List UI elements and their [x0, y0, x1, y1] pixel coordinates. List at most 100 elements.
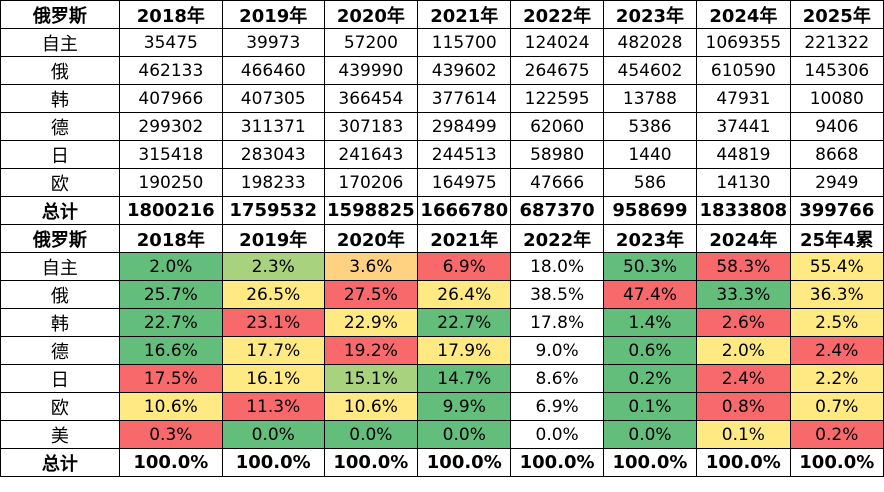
value-cell[interactable]: 22.7%	[118, 308, 223, 337]
value-cell[interactable]: 2.0%	[118, 252, 223, 281]
value-cell[interactable]: 221322	[789, 28, 884, 57]
value-cell[interactable]: 15.1%	[323, 364, 419, 393]
header-year-cell[interactable]: 2018年	[118, 224, 223, 253]
value-cell[interactable]: 407305	[221, 84, 325, 113]
value-cell[interactable]: 466460	[221, 56, 325, 85]
value-cell[interactable]: 26.5%	[221, 280, 325, 309]
total-value-cell[interactable]: 100.0%	[118, 448, 223, 477]
value-cell[interactable]: 38.5%	[510, 280, 604, 309]
value-cell[interactable]: 190250	[118, 168, 223, 197]
total-value-cell[interactable]: 1598825	[323, 196, 419, 225]
value-cell[interactable]: 241643	[323, 140, 419, 169]
value-cell[interactable]: 50.3%	[602, 252, 698, 281]
value-cell[interactable]: 586	[602, 168, 698, 197]
value-cell[interactable]: 22.9%	[323, 308, 419, 337]
value-cell[interactable]: 2.0%	[696, 336, 791, 365]
total-label-cell[interactable]: 总计	[0, 448, 120, 477]
row-label-cell[interactable]: 欧	[0, 168, 120, 197]
row-label-cell[interactable]: 日	[0, 364, 120, 393]
header-year-cell[interactable]: 2018年	[118, 0, 223, 29]
row-label-cell[interactable]: 韩	[0, 308, 120, 337]
value-cell[interactable]: 2.5%	[789, 308, 884, 337]
row-label-cell[interactable]: 德	[0, 336, 120, 365]
value-cell[interactable]: 0.2%	[602, 364, 698, 393]
row-label-cell[interactable]: 美	[0, 420, 120, 449]
value-cell[interactable]: 377614	[417, 84, 512, 113]
value-cell[interactable]: 8.6%	[510, 364, 604, 393]
value-cell[interactable]: 2949	[789, 168, 884, 197]
value-cell[interactable]: 58980	[510, 140, 604, 169]
value-cell[interactable]: 462133	[118, 56, 223, 85]
value-cell[interactable]: 164975	[417, 168, 512, 197]
header-corner-cell[interactable]: 俄罗斯	[0, 224, 120, 253]
value-cell[interactable]: 439602	[417, 56, 512, 85]
row-label-cell[interactable]: 自主	[0, 28, 120, 57]
value-cell[interactable]: 0.2%	[789, 420, 884, 449]
header-year-cell[interactable]: 2024年	[696, 224, 791, 253]
value-cell[interactable]: 0.0%	[323, 420, 419, 449]
value-cell[interactable]: 55.4%	[789, 252, 884, 281]
total-value-cell[interactable]: 399766	[789, 196, 884, 225]
value-cell[interactable]: 0.6%	[602, 336, 698, 365]
total-value-cell[interactable]: 100.0%	[417, 448, 512, 477]
value-cell[interactable]: 2.4%	[696, 364, 791, 393]
header-year-cell[interactable]: 2021年	[417, 0, 512, 29]
row-label-cell[interactable]: 自主	[0, 252, 120, 281]
value-cell[interactable]: 14130	[696, 168, 791, 197]
value-cell[interactable]: 17.9%	[417, 336, 512, 365]
value-cell[interactable]: 298499	[417, 112, 512, 141]
value-cell[interactable]: 0.7%	[789, 392, 884, 421]
value-cell[interactable]: 0.1%	[696, 420, 791, 449]
row-label-cell[interactable]: 俄	[0, 56, 120, 85]
header-corner-cell[interactable]: 俄罗斯	[0, 0, 120, 29]
value-cell[interactable]: 6.9%	[510, 392, 604, 421]
row-label-cell[interactable]: 日	[0, 140, 120, 169]
value-cell[interactable]: 17.5%	[118, 364, 223, 393]
value-cell[interactable]: 57200	[323, 28, 419, 57]
value-cell[interactable]: 17.7%	[221, 336, 325, 365]
value-cell[interactable]: 17.8%	[510, 308, 604, 337]
total-value-cell[interactable]: 100.0%	[602, 448, 698, 477]
total-value-cell[interactable]: 100.0%	[510, 448, 604, 477]
header-year-cell[interactable]: 2025年	[789, 0, 884, 29]
value-cell[interactable]: 283043	[221, 140, 325, 169]
value-cell[interactable]: 264675	[510, 56, 604, 85]
value-cell[interactable]: 58.3%	[696, 252, 791, 281]
value-cell[interactable]: 0.3%	[118, 420, 223, 449]
value-cell[interactable]: 10080	[789, 84, 884, 113]
value-cell[interactable]: 145306	[789, 56, 884, 85]
header-year-cell[interactable]: 2023年	[602, 224, 698, 253]
total-label-cell[interactable]: 总计	[0, 196, 120, 225]
value-cell[interactable]: 198233	[221, 168, 325, 197]
value-cell[interactable]: 2.6%	[696, 308, 791, 337]
value-cell[interactable]: 25.7%	[118, 280, 223, 309]
value-cell[interactable]: 23.1%	[221, 308, 325, 337]
value-cell[interactable]: 16.1%	[221, 364, 325, 393]
value-cell[interactable]: 10.6%	[323, 392, 419, 421]
value-cell[interactable]: 18.0%	[510, 252, 604, 281]
value-cell[interactable]: 439990	[323, 56, 419, 85]
value-cell[interactable]: 11.3%	[221, 392, 325, 421]
row-label-cell[interactable]: 韩	[0, 84, 120, 113]
value-cell[interactable]: 315418	[118, 140, 223, 169]
total-value-cell[interactable]: 1833808	[696, 196, 791, 225]
total-value-cell[interactable]: 1759532	[221, 196, 325, 225]
value-cell[interactable]: 5386	[602, 112, 698, 141]
value-cell[interactable]: 0.0%	[221, 420, 325, 449]
value-cell[interactable]: 39973	[221, 28, 325, 57]
total-value-cell[interactable]: 958699	[602, 196, 698, 225]
header-year-cell[interactable]: 2020年	[323, 224, 419, 253]
header-year-cell[interactable]: 2022年	[510, 0, 604, 29]
value-cell[interactable]: 2.4%	[789, 336, 884, 365]
header-year-cell[interactable]: 2022年	[510, 224, 604, 253]
value-cell[interactable]: 299302	[118, 112, 223, 141]
value-cell[interactable]: 311371	[221, 112, 325, 141]
value-cell[interactable]: 1069355	[696, 28, 791, 57]
value-cell[interactable]: 3.6%	[323, 252, 419, 281]
value-cell[interactable]: 244513	[417, 140, 512, 169]
value-cell[interactable]: 115700	[417, 28, 512, 57]
header-year-cell[interactable]: 2019年	[221, 0, 325, 29]
value-cell[interactable]: 9.0%	[510, 336, 604, 365]
header-year-cell[interactable]: 2023年	[602, 0, 698, 29]
header-year-cell[interactable]: 2024年	[696, 0, 791, 29]
